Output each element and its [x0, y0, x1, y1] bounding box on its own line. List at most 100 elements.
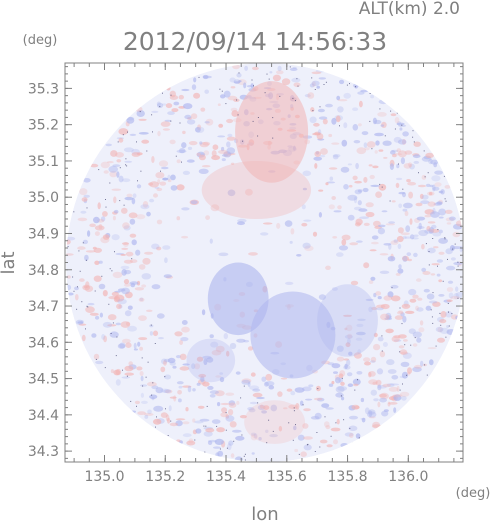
noise-speckle — [427, 191, 435, 196]
noise-speckle — [202, 141, 211, 146]
noise-speckle — [133, 348, 138, 351]
noise-speckle — [94, 260, 100, 265]
clutter-dot — [86, 207, 88, 209]
noise-speckle — [365, 211, 375, 218]
noise-speckle — [303, 408, 311, 412]
noise-speckle — [167, 174, 171, 181]
clutter-dot — [130, 400, 132, 402]
noise-speckle — [408, 328, 416, 335]
radar-field — [66, 63, 463, 462]
clutter-dot — [272, 430, 274, 432]
noise-speckle — [387, 291, 394, 298]
noise-speckle — [211, 155, 221, 161]
noise-speckle — [103, 170, 109, 174]
noise-speckle — [110, 150, 118, 157]
clutter-dot — [443, 175, 445, 177]
clutter-dot — [396, 112, 398, 114]
noise-speckle — [368, 164, 373, 167]
clutter-dot — [181, 161, 182, 163]
clutter-dot — [198, 76, 200, 78]
noise-speckle — [185, 407, 189, 412]
noise-speckle — [434, 182, 442, 187]
noise-speckle — [199, 418, 210, 422]
noise-speckle — [403, 163, 412, 169]
noise-speckle — [161, 358, 168, 365]
noise-speckle — [291, 77, 301, 83]
noise-speckle — [346, 359, 351, 366]
noise-speckle — [201, 165, 211, 168]
clutter-dot — [432, 238, 434, 239]
noise-speckle — [89, 223, 96, 228]
noise-speckle — [361, 417, 366, 423]
noise-speckle — [163, 360, 167, 366]
noise-speckle — [112, 271, 123, 279]
noise-speckle — [379, 397, 387, 403]
noise-speckle — [228, 440, 234, 446]
noise-speckle — [412, 154, 421, 159]
noise-speckle — [303, 444, 312, 451]
noise-speckle — [249, 401, 258, 405]
noise-speckle — [400, 157, 405, 165]
noise-speckle — [138, 264, 146, 270]
noise-speckle — [100, 161, 111, 169]
noise-speckle — [400, 232, 410, 236]
noise-speckle — [221, 158, 226, 162]
field-region-warm — [244, 400, 305, 444]
clutter-dot — [242, 140, 244, 142]
noise-speckle — [405, 310, 415, 314]
noise-speckle — [89, 312, 99, 316]
noise-speckle — [375, 307, 384, 311]
noise-speckle — [232, 429, 242, 433]
noise-speckle — [192, 388, 196, 392]
noise-speckle — [163, 389, 172, 394]
noise-speckle — [140, 204, 150, 210]
clutter-dot — [311, 77, 313, 79]
noise-speckle — [215, 452, 220, 458]
noise-speckle — [66, 239, 71, 245]
noise-speckle — [378, 224, 386, 228]
noise-speckle — [401, 139, 407, 145]
clutter-dot — [289, 66, 291, 68]
noise-speckle — [344, 334, 353, 339]
clutter-dot — [240, 397, 242, 399]
noise-speckle — [149, 181, 160, 188]
noise-speckle — [162, 245, 171, 250]
noise-speckle — [363, 357, 371, 362]
noise-speckle — [377, 384, 382, 391]
noise-speckle — [211, 349, 222, 356]
noise-speckle — [233, 81, 241, 84]
noise-speckle — [252, 388, 261, 392]
noise-speckle — [374, 150, 378, 154]
noise-speckle — [280, 377, 288, 380]
noise-speckle — [344, 432, 354, 437]
noise-speckle — [85, 306, 95, 313]
clutter-dot — [170, 94, 172, 96]
noise-speckle — [395, 182, 400, 189]
noise-speckle — [325, 103, 333, 108]
noise-speckle — [418, 222, 422, 230]
noise-speckle — [227, 133, 233, 138]
noise-speckle — [405, 225, 411, 233]
clutter-dot — [104, 367, 106, 369]
noise-speckle — [330, 427, 341, 432]
clutter-dot — [437, 265, 438, 267]
noise-speckle — [437, 201, 443, 204]
field-region-cool — [250, 291, 336, 379]
noise-speckle — [228, 402, 237, 408]
noise-speckle — [321, 403, 330, 408]
noise-speckle — [110, 369, 114, 374]
noise-speckle — [328, 204, 335, 210]
clutter-dot — [151, 114, 153, 116]
noise-speckle — [363, 176, 368, 183]
noise-speckle — [412, 366, 422, 373]
noise-speckle — [409, 298, 417, 303]
clutter-dot — [358, 437, 360, 439]
noise-speckle — [157, 102, 164, 108]
noise-speckle — [379, 392, 389, 400]
noise-speckle — [397, 227, 404, 234]
noise-speckle — [382, 342, 388, 347]
clutter-dot — [297, 85, 299, 87]
x-tick-label: 135.2 — [145, 469, 185, 485]
noise-speckle — [360, 89, 368, 93]
clutter-dot — [236, 99, 238, 101]
